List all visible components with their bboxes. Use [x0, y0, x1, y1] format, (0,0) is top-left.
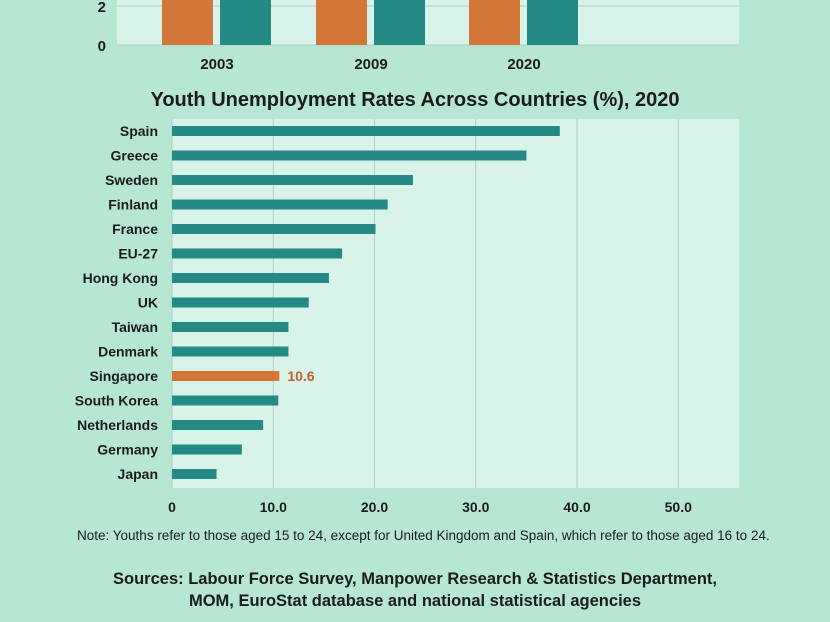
bar-france: [172, 224, 376, 234]
bar-taiwan: [172, 322, 289, 332]
top-bar-orange: [162, 0, 213, 45]
data-label: 10.6: [287, 368, 314, 384]
y-tick-label: Denmark: [98, 344, 158, 360]
y-tick-label: Greece: [111, 148, 159, 164]
sources: Sources: Labour Force Survey, Manpower R…: [0, 568, 830, 612]
top-x-tick-label: 2020: [507, 56, 540, 73]
y-tick-label: EU-27: [118, 246, 158, 262]
y-tick-label: UK: [138, 295, 158, 311]
x-tick-label: 20.0: [361, 499, 388, 515]
bar-netherlands: [172, 420, 264, 430]
y-tick-label: South Korea: [75, 393, 158, 409]
top-bar-orange: [469, 0, 520, 45]
bar-greece: [172, 150, 527, 161]
top-bar-orange: [316, 0, 367, 45]
y-tick-label: Germany: [97, 442, 158, 458]
y-tick-label: Singapore: [90, 368, 159, 384]
bar-singapore: [172, 371, 280, 381]
top-x-tick-label: 2009: [354, 56, 387, 73]
y-tick-label: Sweden: [105, 172, 158, 188]
bar-finland: [172, 199, 388, 210]
x-tick-label: 50.0: [665, 499, 692, 515]
top-bar-chart: 0 2 2003 2009 2020: [98, 0, 739, 73]
y-tick-label: Taiwan: [112, 319, 158, 335]
chart-title: Youth Unemployment Rates Across Countrie…: [150, 89, 679, 111]
sources-line-2: MOM, EuroStat database and national stat…: [188, 592, 642, 610]
x-tick-label: 0: [168, 499, 176, 515]
top-y-tick-label: 0: [98, 38, 106, 55]
top-y-tick-label: 2: [98, 0, 106, 16]
top-bar-teal: [527, 0, 578, 45]
y-tick-label: Spain: [120, 123, 158, 139]
bar-denmark: [172, 346, 289, 357]
bar-japan: [172, 469, 217, 479]
top-x-tick-label: 2003: [200, 56, 233, 73]
top-bar-teal: [220, 0, 271, 45]
y-tick-label: Hong Kong: [83, 270, 158, 286]
x-tick-label: 30.0: [462, 499, 489, 515]
x-tick-label: 10.0: [260, 499, 287, 515]
sources-line-1: Sources: Labour Force Survey, Manpower R…: [113, 570, 717, 588]
bar-germany: [172, 444, 242, 455]
bar-south-korea: [172, 395, 279, 406]
bar-hong-kong: [172, 273, 329, 283]
y-tick-label: Finland: [108, 197, 158, 213]
x-tick-label: 40.0: [563, 499, 590, 515]
bar-uk: [172, 297, 309, 308]
horizontal-bar-chart: 0 10.0 20.0 30.0 40.0 50.0 Spain Greece Sweden Fi…: [75, 119, 739, 515]
bar-sweden: [172, 175, 413, 185]
bar-eu-27: [172, 248, 343, 259]
y-tick-label: Netherlands: [77, 417, 158, 433]
footnote: Note: Youths refer to those aged 15 to 2…: [77, 528, 770, 543]
bar-spain: [172, 126, 560, 136]
y-tick-label: Japan: [118, 466, 158, 482]
top-bar-teal: [374, 0, 425, 45]
y-tick-label: France: [112, 221, 158, 237]
